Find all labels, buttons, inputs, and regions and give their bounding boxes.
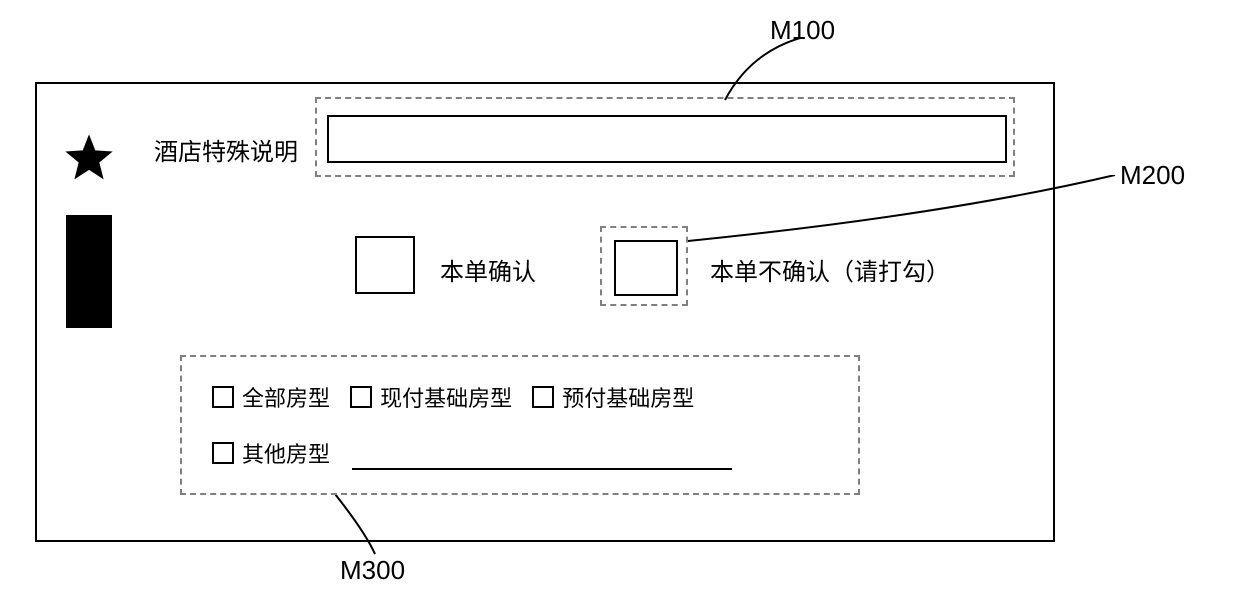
region-m200 — [600, 226, 688, 306]
room-type-label: 预付基础房型 — [562, 381, 694, 413]
not-confirm-checkbox[interactable] — [614, 240, 678, 296]
region-m300: 全部房型 现付基础房型 预付基础房型 其他房型 — [180, 355, 860, 495]
special-note-label: 酒店特殊说明 — [154, 132, 298, 167]
room-type-other[interactable]: 其他房型 — [212, 437, 330, 469]
room-type-label: 现付基础房型 — [380, 381, 512, 413]
black-block-icon — [66, 215, 112, 328]
external-label-m200: M200 — [1120, 160, 1185, 191]
confirm-checkbox[interactable] — [355, 236, 415, 294]
checkbox-icon — [212, 386, 234, 408]
external-label-m300: M300 — [340, 555, 405, 586]
star-icon — [62, 131, 116, 185]
room-type-label: 其他房型 — [242, 437, 330, 469]
checkbox-icon — [350, 386, 372, 408]
checkbox-icon — [532, 386, 554, 408]
room-type-prepaid-basic[interactable]: 预付基础房型 — [532, 381, 694, 413]
special-note-input[interactable] — [327, 115, 1007, 163]
room-type-all[interactable]: 全部房型 — [212, 381, 330, 413]
room-type-label: 全部房型 — [242, 381, 330, 413]
region-m100 — [315, 97, 1015, 177]
confirm-label: 本单确认 — [440, 252, 536, 287]
checkbox-icon — [212, 442, 234, 464]
room-type-paynow-basic[interactable]: 现付基础房型 — [350, 381, 512, 413]
other-room-type-input[interactable] — [352, 452, 732, 470]
not-confirm-label: 本单不确认（请打勾） — [710, 252, 950, 287]
